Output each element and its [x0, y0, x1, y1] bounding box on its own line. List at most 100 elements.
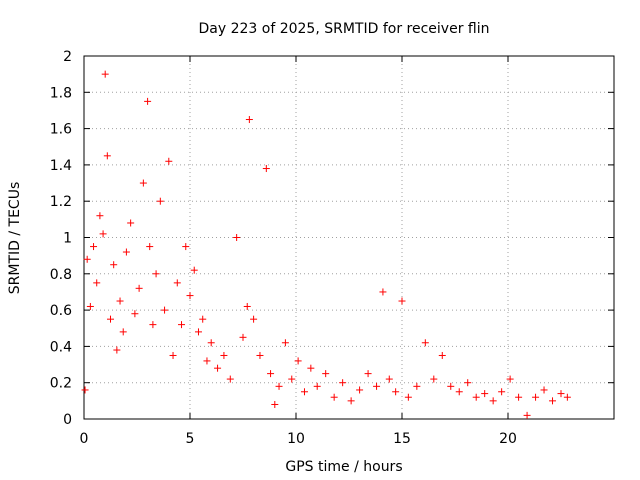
data-point — [107, 315, 114, 323]
data-point — [347, 397, 355, 405]
data-point — [447, 382, 455, 390]
data-point — [294, 357, 302, 365]
data-point — [498, 388, 506, 396]
y-tick-label: 0.6 — [50, 303, 72, 319]
data-point — [288, 375, 296, 383]
data-point — [178, 321, 186, 329]
data-point — [563, 393, 571, 401]
data-point — [113, 346, 121, 354]
data-point — [307, 364, 315, 372]
data-point — [96, 212, 104, 220]
data-point — [515, 393, 523, 401]
x-tick-label: 10 — [287, 431, 305, 447]
data-point — [152, 270, 160, 278]
data-point — [275, 382, 283, 390]
data-point — [139, 179, 147, 187]
data-point — [398, 297, 406, 305]
y-tick-label: 1.4 — [50, 158, 72, 174]
data-point — [540, 386, 548, 394]
data-point — [194, 328, 202, 336]
data-point — [86, 302, 94, 310]
data-point — [356, 386, 364, 394]
data-point — [438, 351, 446, 359]
data-point — [119, 328, 127, 336]
data-point — [379, 288, 387, 296]
grid — [84, 56, 614, 419]
data-point — [83, 255, 91, 263]
data-points — [81, 70, 571, 419]
y-tick-label: 1.8 — [50, 85, 72, 101]
y-tick-label: 0.4 — [50, 339, 72, 355]
data-point — [144, 97, 152, 105]
x-axis-label: GPS time / hours — [285, 459, 402, 475]
data-point — [322, 370, 330, 378]
data-point — [161, 306, 169, 314]
data-point — [243, 302, 251, 310]
data-point — [392, 388, 400, 396]
data-point — [226, 375, 234, 383]
data-point — [250, 315, 258, 323]
data-point — [173, 279, 181, 287]
data-point — [214, 364, 222, 372]
data-point — [220, 351, 228, 359]
y-tick-label: 0.8 — [50, 267, 72, 283]
data-point — [385, 375, 393, 383]
data-point — [127, 219, 135, 227]
data-point — [506, 375, 514, 383]
data-point — [101, 70, 109, 78]
data-point — [239, 333, 247, 341]
data-point — [271, 400, 279, 408]
data-point — [203, 357, 211, 365]
data-point — [339, 379, 347, 387]
data-point — [81, 386, 89, 394]
data-point — [135, 284, 143, 292]
data-point — [489, 397, 497, 405]
data-point — [233, 234, 241, 241]
y-tick-label: 1.2 — [50, 194, 72, 210]
data-point — [165, 157, 173, 165]
data-point — [207, 339, 215, 347]
data-point — [421, 339, 429, 347]
data-point — [455, 388, 463, 396]
data-point — [146, 243, 154, 251]
y-tick-label: 2 — [63, 49, 72, 65]
data-point — [464, 379, 472, 387]
data-point — [156, 197, 164, 205]
data-point — [267, 370, 275, 378]
data-point — [199, 315, 207, 323]
y-tick-label: 0 — [63, 412, 72, 428]
data-point — [256, 351, 264, 359]
data-point — [373, 382, 381, 390]
data-point — [262, 165, 270, 173]
y-tick-label: 1.6 — [50, 122, 72, 138]
chart-title: Day 223 of 2025, SRMTID for receiver fli… — [199, 21, 490, 37]
data-point — [313, 382, 321, 390]
data-point — [281, 339, 289, 347]
x-tick-label: 5 — [186, 431, 195, 447]
x-tick-label: 15 — [393, 431, 411, 447]
data-point — [330, 393, 338, 401]
data-point — [245, 116, 253, 124]
data-point — [413, 382, 421, 390]
data-point — [149, 321, 157, 329]
axis-ticks: 00.20.40.60.811.21.41.61.820 5 10 15 20 — [50, 49, 614, 447]
data-point — [532, 393, 540, 401]
data-point — [481, 390, 489, 398]
data-point — [122, 248, 130, 256]
y-tick-label: 1 — [63, 231, 72, 247]
data-point — [190, 266, 198, 274]
data-point — [364, 370, 372, 378]
x-tick-label: 0 — [80, 431, 89, 447]
data-point — [523, 411, 531, 419]
data-point — [131, 310, 139, 318]
data-point — [549, 397, 557, 405]
data-point — [472, 393, 480, 401]
data-point — [103, 152, 111, 160]
data-point — [186, 292, 194, 300]
data-point — [557, 390, 565, 398]
x-tick-label: 20 — [499, 431, 517, 447]
data-point — [182, 243, 190, 251]
y-tick-label: 0.2 — [50, 376, 72, 392]
data-point — [99, 230, 107, 238]
